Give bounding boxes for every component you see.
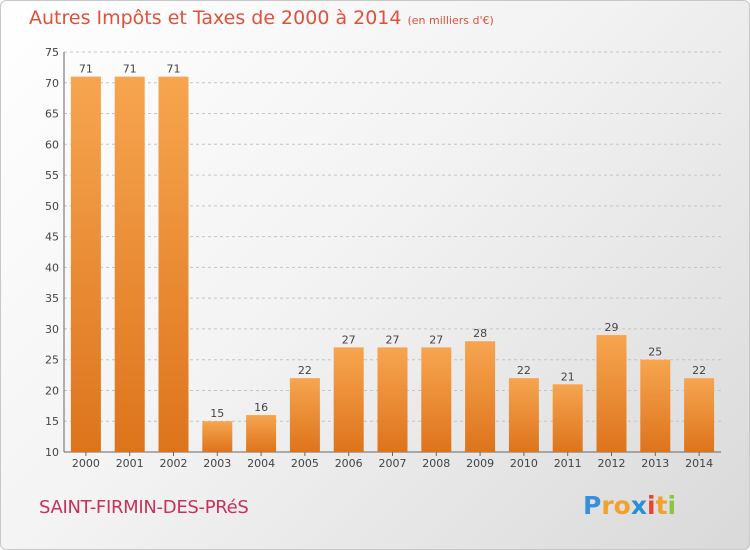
y-tick-label: 35 — [45, 292, 59, 305]
logo-letter: t — [655, 491, 668, 520]
y-tick-label: 30 — [45, 323, 59, 336]
logo-letter: o — [613, 491, 631, 520]
x-tick-label: 2006 — [335, 457, 363, 470]
y-tick-label: 45 — [45, 231, 59, 244]
data-label: 27 — [429, 333, 443, 346]
data-label: 22 — [692, 364, 706, 377]
bar — [202, 421, 233, 452]
data-label: 28 — [473, 327, 487, 340]
data-label: 71 — [123, 63, 137, 76]
chart-title: Autres Impôts et Taxes de 2000 à 2014 (en… — [29, 7, 494, 29]
x-tick-label: 2011 — [554, 457, 582, 470]
bar — [377, 347, 408, 452]
bar — [596, 335, 627, 452]
data-label: 22 — [298, 364, 312, 377]
logo-letter: x — [630, 491, 647, 520]
data-label: 29 — [605, 321, 619, 334]
bar — [684, 378, 715, 452]
x-tick-label: 2007 — [379, 457, 407, 470]
bar — [640, 359, 671, 452]
chart-unit-label: (en milliers d'€) — [407, 14, 494, 27]
data-label: 27 — [342, 333, 356, 346]
data-label: 25 — [648, 346, 662, 359]
bar — [70, 76, 101, 452]
logo-letter: P — [583, 491, 602, 520]
y-tick-label: 55 — [45, 169, 59, 182]
data-label: 16 — [254, 401, 268, 414]
x-tick-label: 2005 — [291, 457, 319, 470]
data-label: 71 — [79, 63, 93, 76]
y-tick-label: 25 — [45, 354, 59, 367]
y-tick-label: 20 — [45, 384, 59, 397]
x-tick-label: 2012 — [598, 457, 626, 470]
chart-title-text: Autres Impôts et Taxes de 2000 à 2014 — [29, 7, 402, 29]
y-tick-label: 15 — [45, 415, 59, 428]
x-tick-label: 2014 — [685, 457, 713, 470]
commune-name: SAINT-FIRMIN-DES-PRéS — [39, 497, 249, 518]
x-tick-label: 2001 — [116, 457, 144, 470]
x-tick-label: 2010 — [510, 457, 538, 470]
y-tick-label: 70 — [45, 77, 59, 90]
y-tick-label: 50 — [45, 200, 59, 213]
y-tick-label: 40 — [45, 261, 59, 274]
x-tick-label: 2009 — [466, 457, 494, 470]
y-tick-label: 75 — [45, 46, 59, 59]
x-tick-label: 2002 — [160, 457, 188, 470]
logo-letter: r — [601, 491, 614, 520]
bar — [158, 76, 189, 452]
logo-letter: i — [667, 491, 677, 520]
y-tick-label: 65 — [45, 108, 59, 121]
bar — [289, 378, 320, 452]
data-label: 22 — [517, 364, 531, 377]
x-tick-label: 2013 — [641, 457, 669, 470]
bar — [552, 384, 583, 452]
x-tick-label: 2008 — [422, 457, 450, 470]
bar — [508, 378, 539, 452]
data-label: 21 — [561, 370, 575, 383]
bar — [114, 76, 145, 452]
data-label: 71 — [167, 63, 181, 76]
proxiti-logo: Proxiti — [583, 491, 676, 520]
bar — [246, 415, 277, 452]
data-label: 27 — [386, 333, 400, 346]
bar — [465, 341, 496, 452]
y-tick-label: 60 — [45, 138, 59, 151]
x-tick-label: 2004 — [247, 457, 275, 470]
y-tick-label: 10 — [45, 446, 59, 459]
data-label: 15 — [210, 407, 224, 420]
bar — [333, 347, 364, 452]
bar — [421, 347, 452, 452]
logo-letter: i — [647, 491, 656, 520]
x-tick-label: 2000 — [72, 457, 100, 470]
x-tick-label: 2003 — [203, 457, 231, 470]
